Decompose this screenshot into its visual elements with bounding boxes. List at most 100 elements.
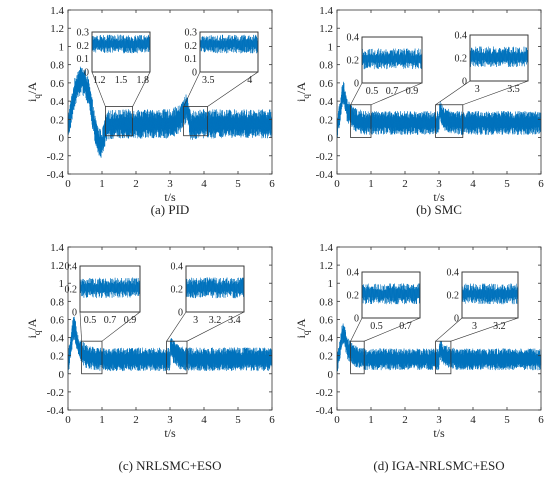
y-tick-label: 1.4 xyxy=(50,5,64,17)
zoom-connector xyxy=(435,317,463,342)
y-tick-label: 0.4 xyxy=(50,333,64,345)
y-tick-label: 1.4 xyxy=(319,5,333,17)
y-tick-label: 0.8 xyxy=(50,60,64,72)
zoom-x-tick-label: 3.5 xyxy=(507,84,520,95)
signal-trace xyxy=(67,66,273,158)
x-tick-label: 0 xyxy=(65,178,71,190)
zoom-y-tick-label: 0.2 xyxy=(171,285,184,296)
x-tick-label: 0 xyxy=(65,414,71,426)
x-axis-label: t/s xyxy=(164,426,176,440)
y-tick-label: 1.4 xyxy=(319,242,333,254)
y-tick-label: 1 xyxy=(328,41,334,53)
x-tick-label: 4 xyxy=(470,178,476,190)
y-tick-label: 0.2 xyxy=(50,351,64,363)
y-tick-label: 1.4 xyxy=(50,242,64,254)
y-tick-label: -0.2 xyxy=(316,387,333,399)
y-axis-label-main: i xyxy=(25,334,39,338)
x-tick-label: 3 xyxy=(436,414,442,426)
zoom-frame xyxy=(91,31,151,73)
zoom-x-tick-label: 0.5 xyxy=(366,86,379,97)
x-tick-label: 3 xyxy=(167,414,173,426)
x-tick-label: 4 xyxy=(470,414,476,426)
zoom-frame xyxy=(469,34,529,82)
zoom-y-tick-label: 0.4 xyxy=(171,262,184,273)
x-tick-label: 4 xyxy=(201,178,207,190)
zoom-y-tick-label: 0.1 xyxy=(77,54,90,65)
y-tick-label: 0.8 xyxy=(319,296,333,308)
y-tick-label: 1.2 xyxy=(319,260,333,272)
zoom-connector xyxy=(350,317,363,342)
y-tick-label: 0 xyxy=(328,369,334,381)
zoom-source-region xyxy=(350,340,365,375)
zoom-source-region xyxy=(183,106,208,137)
zoom-x-tick-label: 0.7 xyxy=(386,86,399,97)
zoom-x-tick-label: 0.9 xyxy=(406,86,419,97)
zoom-x-tick-label: 0.5 xyxy=(370,321,383,332)
zoom-x-tick-label: 1.8 xyxy=(137,75,150,86)
zoom-y-tick-label: 0 xyxy=(178,308,183,319)
signal-trace xyxy=(67,316,273,375)
x-tick-label: 2 xyxy=(133,414,139,426)
y-tick-label: -0.4 xyxy=(47,405,65,417)
x-tick-label: 2 xyxy=(133,178,139,190)
y-tick-label: 0 xyxy=(59,133,65,145)
zoom-x-tick-label: 0.5 xyxy=(84,315,97,326)
y-axis-label: iq/A xyxy=(294,82,311,102)
zoom-frame xyxy=(361,36,423,84)
zoom-x-tick-label: 3 xyxy=(193,315,198,326)
zoom-connector xyxy=(132,71,151,107)
zoom-y-tick-label: 0.2 xyxy=(347,56,360,67)
zoom-x-tick-label: 3 xyxy=(472,321,477,332)
x-tick-label: 5 xyxy=(504,178,510,190)
y-axis-label-subscript: q xyxy=(32,94,42,99)
x-tick-label: 5 xyxy=(235,178,241,190)
zoom-y-tick-label: 0 xyxy=(192,68,197,79)
y-axis-label-unit: /A xyxy=(25,82,39,94)
zoom-inset: 3 3.5 0 0.2 0.4 xyxy=(435,31,529,138)
x-axis-label: t/s xyxy=(433,190,445,204)
zoom-source-region xyxy=(350,104,372,138)
zoom-y-tick-label: 0 xyxy=(454,314,459,325)
zoom-source-region xyxy=(435,104,464,138)
x-tick-label: 6 xyxy=(269,178,275,190)
y-tick-label: 1 xyxy=(59,41,65,53)
x-tick-label: 1 xyxy=(99,178,105,190)
x-tick-label: 5 xyxy=(235,414,241,426)
x-tick-label: 1 xyxy=(99,414,105,426)
x-axis-label: t/s xyxy=(164,190,176,204)
zoom-y-tick-label: 0.4 xyxy=(347,33,360,44)
zoom-inset: 3 3.2 3.4 0 0.2 0.4 xyxy=(166,262,245,375)
y-tick-label: 0.2 xyxy=(319,114,333,126)
x-tick-label: 2 xyxy=(402,178,408,190)
y-tick-label: 0.6 xyxy=(319,314,333,326)
y-tick-label: 0.4 xyxy=(319,96,333,108)
y-tick-label: 0.2 xyxy=(319,351,333,363)
zoom-connector xyxy=(186,311,245,342)
zoom-connector xyxy=(370,82,423,106)
y-axis-label-subscript: q xyxy=(32,330,42,335)
zoom-source-region xyxy=(81,340,103,375)
x-tick-label: 1 xyxy=(368,414,374,426)
zoom-inset: 0.5 0.7 0.9 0 0.2 0.4 xyxy=(65,262,141,375)
zoom-connector xyxy=(207,71,259,107)
zoom-y-tick-label: 0.2 xyxy=(185,41,198,52)
zoom-connector xyxy=(79,311,82,342)
zoom-y-tick-label: 0.3 xyxy=(185,28,198,39)
y-tick-label: 0.4 xyxy=(50,96,64,108)
zoom-connector xyxy=(450,317,519,342)
zoom-connector xyxy=(435,80,471,106)
y-tick-label: -0.4 xyxy=(316,169,334,181)
y-axis-label-unit: /A xyxy=(294,82,308,94)
zoom-source-region xyxy=(105,106,134,137)
panel-caption: (b) SMC xyxy=(416,202,462,217)
zoom-y-tick-label: 0 xyxy=(462,77,467,88)
panel-caption: (d) IGA-NRLSMC+ESO xyxy=(373,458,504,473)
zoom-y-tick-label: 0.4 xyxy=(347,268,360,279)
zoom-y-tick-label: 0.3 xyxy=(77,28,90,39)
zoom-inset: 0.5 0.7 0.9 0 0.2 0.4 xyxy=(347,33,423,138)
zoom-connector xyxy=(364,317,421,342)
zoom-x-tick-label: 4 xyxy=(247,75,252,86)
panel-caption: (a) PID xyxy=(151,202,190,217)
y-tick-label: -0.2 xyxy=(47,151,64,163)
